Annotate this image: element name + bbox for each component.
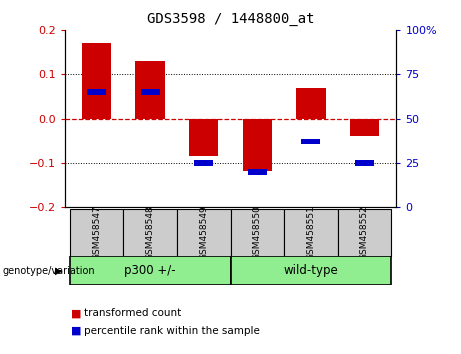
Title: GDS3598 / 1448800_at: GDS3598 / 1448800_at	[147, 12, 314, 26]
Text: p300 +/-: p300 +/-	[124, 264, 176, 277]
Text: GSM458549: GSM458549	[199, 205, 208, 260]
Text: ■: ■	[71, 326, 85, 336]
Text: genotype/variation: genotype/variation	[2, 266, 95, 276]
Bar	[194, 160, 213, 166]
Text: ■: ■	[71, 308, 85, 318]
Bar	[230, 209, 284, 257]
Bar	[284, 209, 337, 257]
Text: percentile rank within the sample: percentile rank within the sample	[84, 326, 260, 336]
Bar	[70, 209, 124, 257]
Text: GSM458547: GSM458547	[92, 205, 101, 260]
Bar	[189, 119, 219, 156]
Text: transformed count: transformed count	[84, 308, 182, 318]
Bar	[136, 61, 165, 119]
Bar	[248, 169, 267, 175]
Text: GSM458552: GSM458552	[360, 205, 369, 260]
Bar	[296, 87, 325, 119]
Bar	[242, 119, 272, 171]
Bar	[337, 209, 391, 257]
Text: GSM458551: GSM458551	[306, 205, 315, 260]
Text: GSM458548: GSM458548	[146, 205, 155, 260]
Bar	[70, 256, 230, 285]
Bar	[230, 256, 391, 285]
Bar	[82, 43, 112, 119]
Bar	[301, 139, 320, 144]
Text: ▶: ▶	[55, 266, 62, 276]
Bar	[355, 160, 374, 166]
Bar	[87, 89, 106, 95]
Bar	[177, 209, 230, 257]
Bar	[124, 209, 177, 257]
Text: GSM458550: GSM458550	[253, 205, 262, 260]
Bar	[349, 119, 379, 136]
Text: wild-type: wild-type	[284, 264, 338, 277]
Bar	[141, 89, 160, 95]
